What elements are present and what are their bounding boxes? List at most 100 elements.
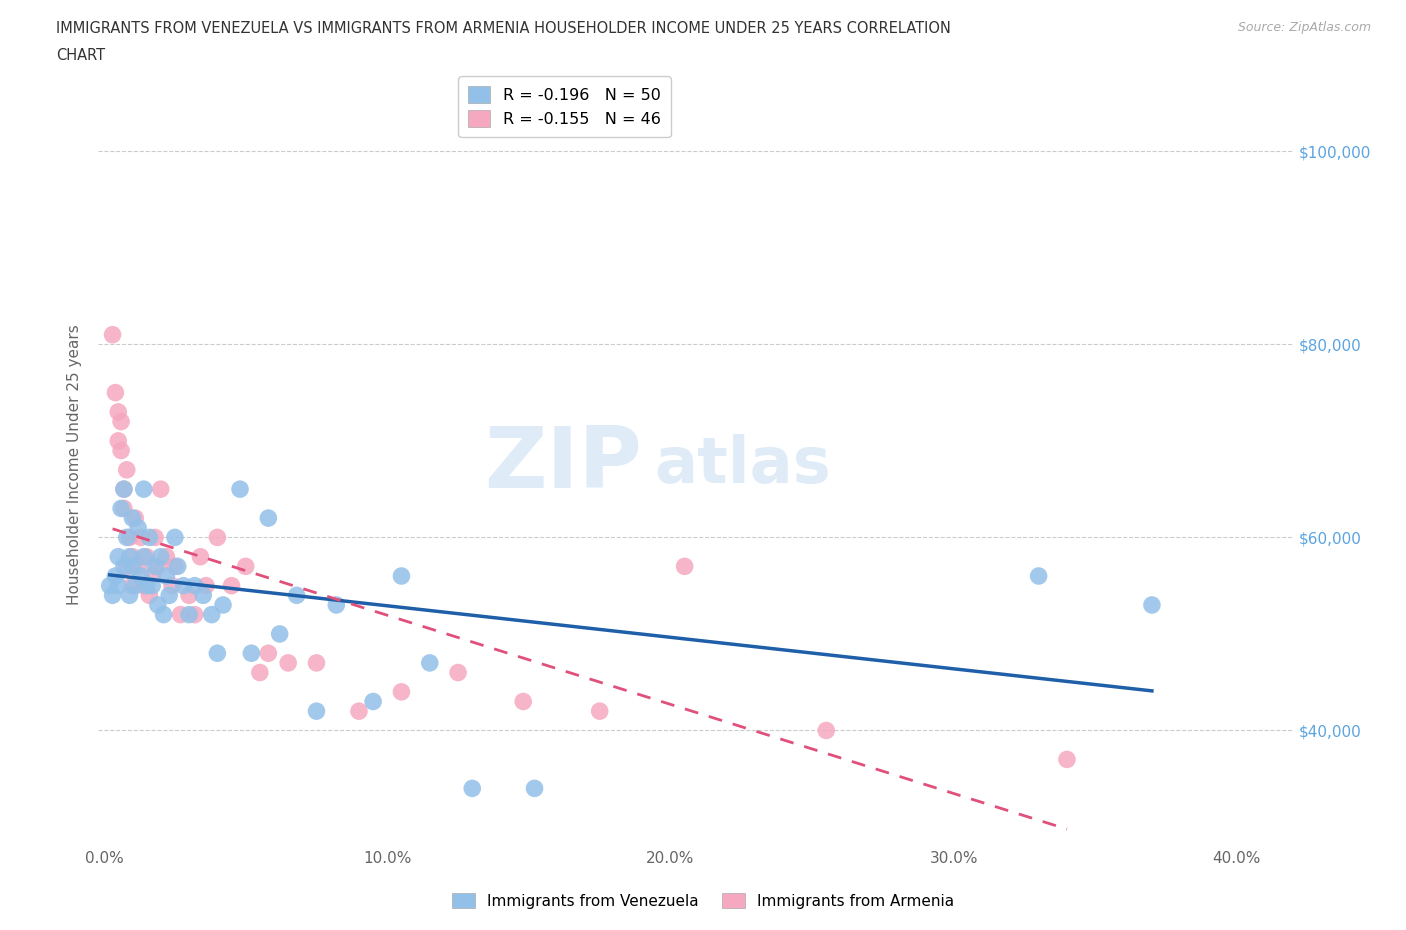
Point	[177, 588, 200, 603]
Point	[361, 694, 384, 709]
Point	[115, 559, 138, 574]
Point	[391, 568, 413, 583]
Text: atlas: atlas	[654, 434, 831, 496]
Point	[347, 704, 370, 719]
Point	[523, 781, 546, 796]
Point	[163, 559, 186, 574]
Point	[155, 568, 177, 583]
Point	[419, 656, 441, 671]
Point	[107, 405, 129, 419]
Point	[212, 598, 235, 613]
Point	[221, 578, 243, 593]
Point	[1140, 598, 1163, 613]
Point	[325, 598, 347, 613]
Point	[132, 550, 155, 565]
Point	[101, 588, 124, 603]
Point	[447, 665, 470, 680]
Point	[112, 482, 135, 497]
Point	[118, 550, 141, 565]
Point	[132, 578, 155, 593]
Legend: Immigrants from Venezuela, Immigrants from Armenia: Immigrants from Venezuela, Immigrants fr…	[446, 886, 960, 915]
Point	[149, 482, 172, 497]
Point	[305, 704, 328, 719]
Text: IMMIGRANTS FROM VENEZUELA VS IMMIGRANTS FROM ARMENIA HOUSEHOLDER INCOME UNDER 25: IMMIGRANTS FROM VENEZUELA VS IMMIGRANTS …	[56, 21, 950, 36]
Point	[183, 578, 205, 593]
Point	[112, 501, 135, 516]
Text: ZIP: ZIP	[485, 423, 643, 507]
Point	[285, 588, 308, 603]
Point	[138, 588, 160, 603]
Point	[1028, 568, 1050, 583]
Point	[101, 327, 124, 342]
Point	[104, 568, 127, 583]
Point	[143, 530, 166, 545]
Point	[115, 462, 138, 477]
Point	[177, 607, 200, 622]
Point	[104, 385, 127, 400]
Point	[110, 501, 132, 516]
Text: Source: ZipAtlas.com: Source: ZipAtlas.com	[1237, 21, 1371, 34]
Point	[155, 550, 177, 565]
Point	[815, 723, 838, 737]
Point	[98, 578, 121, 593]
Point	[277, 656, 299, 671]
Point	[124, 578, 146, 593]
Point	[129, 530, 152, 545]
Point	[269, 627, 291, 642]
Point	[195, 578, 218, 593]
Y-axis label: Householder Income Under 25 years: Householder Income Under 25 years	[67, 325, 83, 605]
Point	[257, 511, 280, 525]
Point	[146, 559, 169, 574]
Point	[132, 482, 155, 497]
Point	[229, 482, 252, 497]
Point	[461, 781, 484, 796]
Point	[124, 511, 146, 525]
Text: CHART: CHART	[56, 48, 105, 63]
Point	[166, 559, 188, 574]
Point	[112, 559, 135, 574]
Point	[110, 414, 132, 429]
Point	[115, 530, 138, 545]
Point	[149, 550, 172, 565]
Point	[235, 559, 257, 574]
Point	[305, 656, 328, 671]
Point	[107, 550, 129, 565]
Point	[240, 645, 263, 660]
Point	[169, 607, 191, 622]
Point	[257, 645, 280, 660]
Point	[152, 607, 174, 622]
Point	[121, 559, 143, 574]
Point	[121, 511, 143, 525]
Point	[193, 588, 215, 603]
Point	[391, 684, 413, 699]
Legend: R = -0.196   N = 50, R = -0.155   N = 46: R = -0.196 N = 50, R = -0.155 N = 46	[458, 76, 671, 137]
Point	[207, 530, 229, 545]
Point	[160, 578, 183, 593]
Point	[249, 665, 271, 680]
Point	[1056, 752, 1078, 767]
Point	[138, 530, 160, 545]
Point	[127, 559, 149, 574]
Point	[112, 482, 135, 497]
Point	[118, 588, 141, 603]
Point	[157, 588, 180, 603]
Point	[135, 550, 157, 565]
Point	[163, 530, 186, 545]
Point	[127, 520, 149, 535]
Point	[118, 530, 141, 545]
Point	[107, 433, 129, 448]
Point	[673, 559, 696, 574]
Point	[512, 694, 534, 709]
Point	[589, 704, 612, 719]
Point	[129, 568, 152, 583]
Point	[143, 559, 166, 574]
Point	[190, 550, 212, 565]
Point	[201, 607, 224, 622]
Point	[183, 607, 205, 622]
Point	[207, 645, 229, 660]
Point	[121, 550, 143, 565]
Point	[107, 578, 129, 593]
Point	[110, 443, 132, 458]
Point	[141, 568, 163, 583]
Point	[135, 578, 157, 593]
